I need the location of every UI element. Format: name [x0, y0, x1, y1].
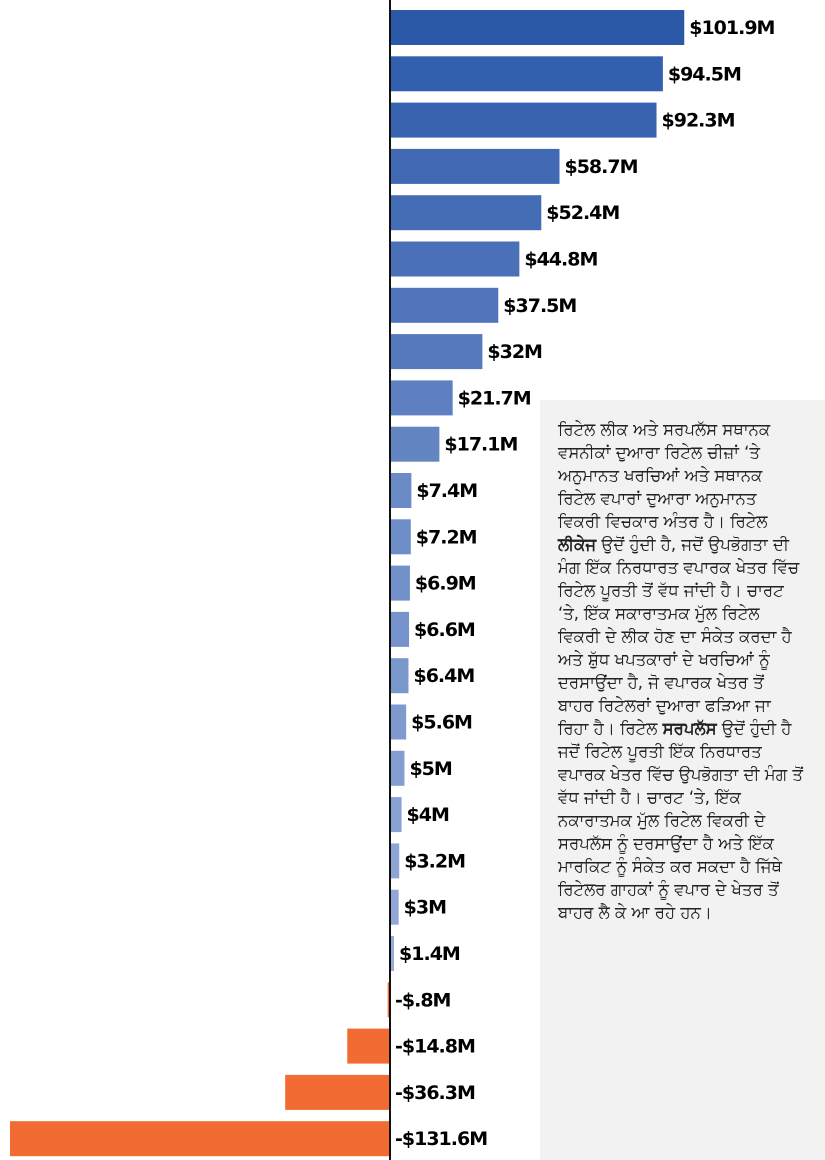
value-label: $6.4M [413, 665, 474, 687]
bar [390, 658, 409, 694]
value-label: $6.9M [415, 573, 476, 595]
value-label: $52.4M [546, 202, 619, 224]
annotation-text: ਰਿਟੇਲ ਲੀਕ ਅਤੇ ਸਰਪਲੱਸ ਸਥਾਨਕ ਵਸਨੀਕਾਂ ਦੁਆਰਾ… [558, 420, 771, 531]
bar [10, 1121, 390, 1157]
annotation-emphasis: ਸਰਪਲੱਸ [662, 719, 717, 738]
value-label: $5M [409, 758, 451, 780]
value-label: -$14.8M [395, 1036, 475, 1058]
value-label: $3M [404, 897, 446, 919]
bar [390, 426, 440, 462]
annotation-emphasis: ਲੀਕੇਜ [558, 535, 597, 554]
bar [390, 565, 410, 601]
bar [390, 148, 560, 184]
bar [390, 611, 410, 647]
bar [390, 10, 685, 45]
bar [390, 843, 400, 879]
value-label: $94.5M [668, 63, 741, 85]
value-label: -$131.6M [395, 1128, 487, 1150]
bar [390, 56, 663, 92]
value-label: $32M [487, 341, 542, 363]
bar [390, 334, 483, 370]
bar [390, 704, 407, 740]
bar [390, 519, 411, 555]
bar [390, 750, 405, 786]
value-label: $58.7M [564, 156, 637, 178]
bar [390, 287, 499, 323]
value-label: $37.5M [503, 295, 576, 317]
bar [387, 982, 390, 1018]
annotation-box: ਰਿਟੇਲ ਲੀਕ ਅਤੇ ਸਰਪਲੱਸ ਸਥਾਨਕ ਵਸਨੀਕਾਂ ਦੁਆਰਾ… [540, 400, 825, 1160]
value-label: $44.8M [524, 249, 597, 271]
bar [390, 102, 657, 138]
bar [390, 380, 453, 416]
value-label: -$36.3M [395, 1082, 475, 1104]
value-label: $4M [407, 804, 449, 826]
value-label: $21.7M [458, 387, 531, 409]
annotation-text: ਉਦੋਂ ਹੁੰਦੀ ਹੈ, ਜਦੋਂ ਉਪਭੋਗਤਾ ਦੀ ਮੰਗ ਇੱਕ ਨ… [558, 535, 800, 738]
value-label: $6.6M [414, 619, 475, 641]
bar [390, 195, 542, 231]
bar [390, 797, 402, 833]
bar [285, 1074, 390, 1110]
value-label: $3.2M [404, 850, 465, 872]
bar [390, 889, 399, 925]
bar [390, 241, 520, 277]
bar [347, 1028, 390, 1064]
value-label: $7.4M [416, 480, 477, 502]
value-label: -$.8M [395, 989, 451, 1011]
bar [390, 473, 412, 508]
value-label: $5.6M [411, 712, 472, 734]
value-label: $92.3M [662, 110, 735, 132]
value-label: $1.4M [399, 943, 460, 965]
value-label: $7.2M [416, 526, 477, 548]
bar [390, 936, 395, 971]
value-label: $101.9M [689, 17, 774, 39]
annotation-text: ਉਦੋਂ ਹੁੰਦੀ ਹੈ ਜਦੋਂ ਰਿਟੇਲ ਪੂਰਤੀ ਇੱਕ ਨਿਰਧਾ… [558, 719, 803, 922]
value-label: $17.1M [444, 434, 517, 456]
